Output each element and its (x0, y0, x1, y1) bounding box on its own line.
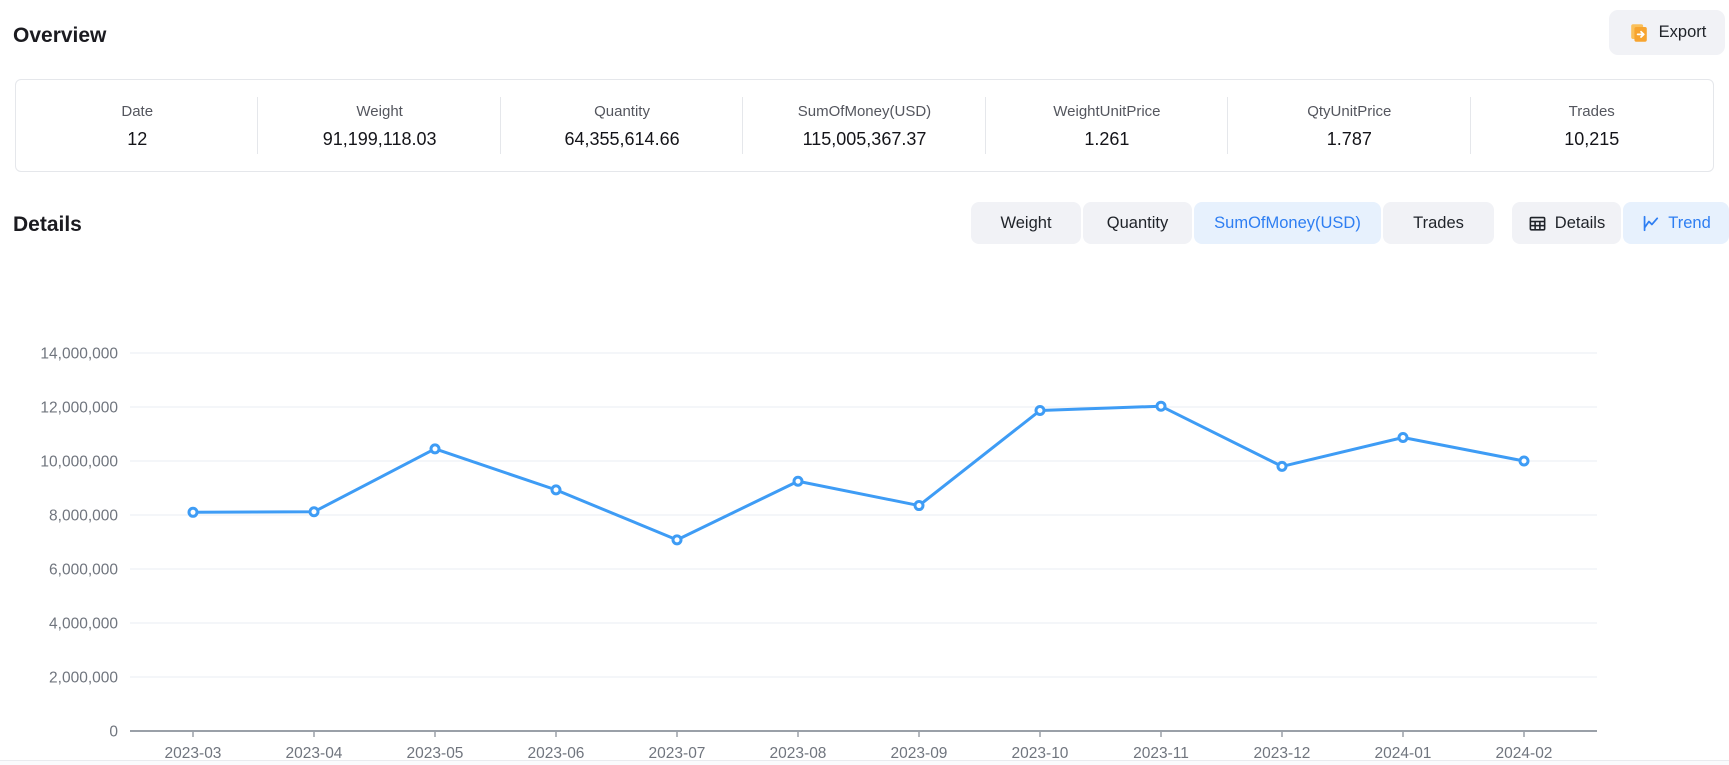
stat-sumofmoney-usd: SumOfMoney(USD) 115,005,367.37 (743, 80, 987, 171)
data-point[interactable] (429, 443, 441, 455)
stat-trades: Trades 10,215 (1471, 80, 1713, 171)
metric-tabs: Weight Quantity SumOfMoney(USD) Trades (971, 202, 1494, 244)
view-toggle-label: Details (1554, 213, 1606, 232)
tab-quantity[interactable]: Quantity (1083, 202, 1192, 244)
data-point[interactable] (1397, 432, 1409, 444)
y-axis-label: 8,000,000 (49, 508, 118, 525)
tab-trades[interactable]: Trades (1383, 202, 1494, 244)
stat-label: Trades (1568, 103, 1615, 120)
x-axis-label: 2023-08 (770, 745, 827, 762)
y-axis-label: 6,000,000 (49, 562, 118, 579)
x-axis-label: 2024-02 (1496, 745, 1553, 762)
x-axis-label: 2023-07 (649, 745, 706, 762)
y-axis-label: 10,000,000 (40, 454, 118, 471)
data-point[interactable] (1518, 455, 1530, 467)
stat-qtyunitprice: QtyUnitPrice 1.787 (1228, 80, 1471, 171)
data-point[interactable] (1155, 400, 1167, 412)
x-axis-label: 2023-06 (528, 745, 585, 762)
data-point[interactable] (308, 506, 320, 518)
stat-value: 1.787 (1326, 129, 1372, 149)
data-point[interactable] (1034, 405, 1046, 417)
y-axis-label: 2,000,000 (49, 670, 118, 687)
stat-label: Weight (356, 103, 403, 120)
x-axis-label: 2023-11 (1133, 745, 1189, 762)
line-chart-icon (1641, 214, 1660, 233)
tab-sumofmoney-usd[interactable]: SumOfMoney(USD) (1194, 202, 1381, 244)
view-toggle-label: Trend (1668, 213, 1711, 232)
stat-weightunitprice: WeightUnitPrice 1.261 (986, 80, 1229, 171)
x-axis-label: 2023-05 (407, 745, 464, 762)
trend-chart-area: 0 2,000,000 4,000,000 6,000,000 8,000,000 10,… (0, 290, 1729, 765)
x-axis-label: 2023-09 (891, 745, 948, 762)
data-point[interactable] (1276, 460, 1288, 472)
y-axis-label: 14,000,000 (40, 346, 118, 363)
stat-label: Date (121, 103, 154, 120)
stats-card: Date 12 Weight 91,199,118.03 Quantity 64,355,… (15, 79, 1714, 172)
export-button-label: Export (1658, 23, 1707, 41)
data-point[interactable] (913, 500, 925, 512)
x-axis-label: 2024-01 (1375, 745, 1432, 762)
x-axis-label: 2023-04 (286, 745, 343, 762)
stat-value: 64,355,614.66 (564, 129, 680, 149)
stat-value: 12 (127, 129, 148, 149)
x-axis-label: 2023-12 (1254, 745, 1311, 762)
data-point[interactable] (550, 484, 562, 496)
data-point[interactable] (792, 475, 804, 487)
stat-label: SumOfMoney(USD) (797, 103, 932, 120)
stat-value: 115,005,367.37 (802, 129, 927, 149)
x-axis-label: 2023-03 (165, 745, 222, 762)
trend-line (191, 404, 1526, 542)
stat-value: 91,199,118.03 (322, 129, 437, 149)
stat-quantity: Quantity 64,355,614.66 (501, 80, 744, 171)
stat-weight: Weight 91,199,118.03 (258, 80, 502, 171)
view-toggle-details[interactable]: Details (1512, 202, 1621, 244)
x-axis-label: 2023-10 (1012, 745, 1069, 762)
y-axis-label: 0 (109, 724, 118, 741)
export-file-icon (1628, 22, 1650, 44)
export-button[interactable]: Export (1609, 10, 1725, 55)
data-point[interactable] (671, 534, 683, 546)
view-toggle-trend[interactable]: Trend (1623, 202, 1729, 244)
stat-value: 1.261 (1084, 129, 1130, 149)
tab-weight[interactable]: Weight (971, 202, 1081, 244)
bottom-divider (0, 760, 1729, 765)
stat-date: Date 12 (16, 80, 259, 171)
y-axis-label: 4,000,000 (49, 616, 118, 633)
stat-label: Quantity (594, 103, 650, 120)
data-point[interactable] (187, 506, 199, 518)
details-heading: Details (13, 213, 82, 236)
trend-chart: 0 2,000,000 4,000,000 6,000,000 8,000,000 10,… (40, 346, 1597, 762)
overview-heading: Overview (13, 24, 107, 47)
stat-value: 10,215 (1564, 129, 1620, 149)
stat-label: QtyUnitPrice (1307, 103, 1392, 120)
stat-label: WeightUnitPrice (1053, 103, 1161, 120)
view-toggle: Details Trend (1512, 202, 1729, 244)
y-axis-label: 12,000,000 (40, 400, 118, 417)
table-icon (1528, 214, 1547, 233)
